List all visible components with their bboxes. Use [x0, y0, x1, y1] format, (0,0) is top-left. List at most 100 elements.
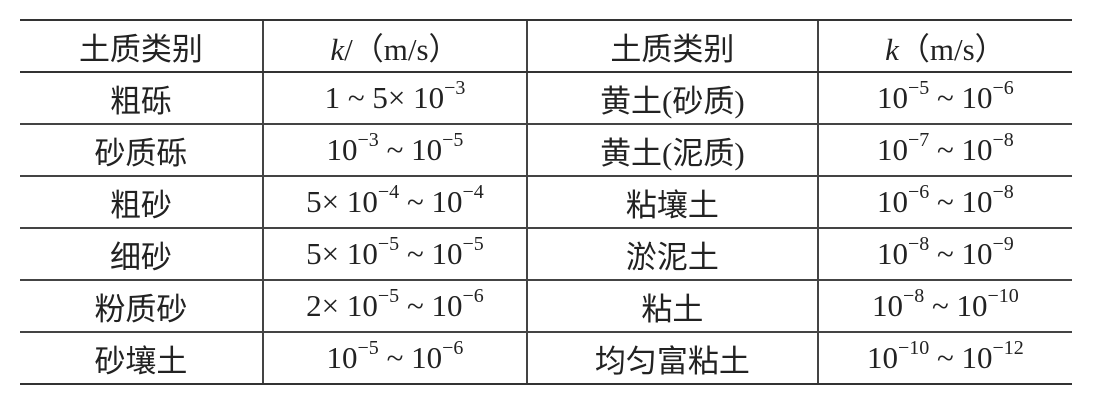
- permeability-cell: 10−5 ~ 10−6: [261, 332, 528, 385]
- exponent: −4: [377, 181, 400, 203]
- cell-text: 粘土: [641, 291, 704, 327]
- soil-type-cell: 淤泥土: [526, 228, 818, 281]
- cell-text: 砂壤土: [94, 343, 188, 379]
- cell-text: 黄土(泥质): [600, 135, 745, 171]
- exponent: −5: [377, 233, 400, 255]
- permeability-cell: 5× 10−4 ~ 10−4: [261, 176, 528, 229]
- permeability-cell: 10−10 ~ 10−12: [816, 332, 1072, 385]
- cell-text: ~ 10: [399, 184, 463, 219]
- permeability-cell: 1 ~ 5× 10−3: [261, 72, 528, 125]
- cell-text: 黄土(砂质): [600, 83, 745, 119]
- exponent: −8: [992, 129, 1014, 151]
- cell-text: 细砂: [109, 239, 172, 275]
- exponent: −10: [897, 337, 930, 359]
- table-row: 粉质砂 2× 10−5 ~ 10−6 粘土 10−8 ~ 10−10: [20, 280, 1072, 333]
- table-row: 砂壤土 10−5 ~ 10−6 均匀富粘土 10−10 ~ 10−12: [20, 332, 1072, 385]
- permeability-cell: k（m/s）: [816, 19, 1072, 73]
- variable-k: k: [885, 31, 899, 67]
- cell-text: ~ 10: [929, 184, 993, 219]
- soil-type-cell: 细砂: [20, 228, 263, 281]
- cell-text: 10: [871, 288, 903, 323]
- permeability-cell: 5× 10−5 ~ 10−5: [261, 228, 528, 281]
- cell-text: 粘壤土: [625, 187, 719, 223]
- exponent: −6: [992, 77, 1014, 99]
- exponent: −5: [377, 285, 400, 307]
- soil-type-cell: 砂壤土: [20, 332, 263, 385]
- soil-type-cell: 砂质砾: [20, 124, 263, 177]
- permeability-cell: k/（m/s）: [261, 19, 528, 73]
- soil-type-cell: 粗砂: [20, 176, 263, 229]
- permeability-table: 土质类别 k/（m/s） 土质类别 k（m/s） 粗砾 1 ~ 5× 10−3 黄土(砂质)…: [20, 19, 1072, 385]
- cell-text: 均匀富粘土: [594, 343, 750, 379]
- cell-text: /（m/s）: [344, 31, 460, 67]
- cell-text: 2× 10: [306, 288, 378, 323]
- exponent: −6: [442, 337, 464, 359]
- cell-text: ~ 10: [929, 132, 993, 167]
- cell-text: ~ 10: [924, 288, 988, 323]
- cell-text: 砂质砾: [94, 135, 188, 171]
- cell-text: ~ 10: [929, 80, 993, 115]
- exponent: −3: [444, 77, 466, 99]
- exponent: −6: [907, 181, 930, 203]
- exponent: −5: [442, 129, 464, 151]
- cell-text: ~ 10: [399, 288, 463, 323]
- cell-text: 10: [876, 80, 908, 115]
- table-row: 粗砾 1 ~ 5× 10−3 黄土(砂质) 10−5 ~ 10−6: [20, 72, 1072, 125]
- exponent: −9: [992, 233, 1014, 255]
- cell-text: 土质类别: [78, 31, 203, 67]
- cell-text: 10: [326, 340, 358, 375]
- cell-text: 粗砂: [109, 187, 172, 223]
- exponent: −4: [462, 181, 484, 203]
- table-row: 砂质砾 10−3 ~ 10−5 黄土(泥质) 10−7 ~ 10−8: [20, 124, 1072, 177]
- cell-text: 10: [876, 184, 908, 219]
- variable-k: k: [330, 31, 345, 67]
- table-body: 土质类别 k/（m/s） 土质类别 k（m/s） 粗砾 1 ~ 5× 10−3 黄土(砂质)…: [20, 19, 1072, 385]
- cell-text: 5× 10: [306, 184, 378, 219]
- permeability-cell: 10−8 ~ 10−10: [816, 280, 1072, 333]
- exponent: −5: [357, 337, 379, 359]
- permeability-cell: 10−5 ~ 10−6: [816, 72, 1072, 125]
- permeability-cell: 10−3 ~ 10−5: [261, 124, 528, 177]
- cell-text: 1 ~ 5× 10: [324, 80, 445, 115]
- soil-type-cell: 粗砾: [20, 72, 263, 125]
- permeability-cell: 10−8 ~ 10−9: [816, 228, 1072, 281]
- cell-text: 粗砾: [109, 83, 172, 119]
- soil-type-cell: 粉质砂: [20, 280, 263, 333]
- soil-type-cell: 粘土: [526, 280, 818, 333]
- permeability-cell: 10−7 ~ 10−8: [816, 124, 1072, 177]
- table-row: 细砂 5× 10−5 ~ 10−5 淤泥土 10−8 ~ 10−9: [20, 228, 1072, 281]
- cell-text: 10: [876, 236, 908, 271]
- soil-type-cell: 均匀富粘土: [526, 332, 818, 385]
- exponent: −8: [902, 285, 925, 307]
- exponent: −3: [357, 129, 379, 151]
- soil-type-cell: 黄土(砂质): [526, 72, 818, 125]
- soil-type-cell: 土质类别: [526, 19, 818, 73]
- cell-text: 5× 10: [306, 236, 378, 271]
- cell-text: ~ 10: [378, 132, 443, 167]
- cell-text: 10: [876, 132, 908, 167]
- cell-text: 10: [326, 132, 358, 167]
- exponent: −5: [462, 233, 484, 255]
- soil-type-cell: 黄土(泥质): [526, 124, 818, 177]
- cell-text: 粉质砂: [94, 291, 188, 327]
- exponent: −10: [987, 285, 1019, 307]
- cell-text: ~ 10: [929, 236, 993, 271]
- cell-text: 淤泥土: [625, 239, 719, 275]
- exponent: −8: [992, 181, 1014, 203]
- soil-type-cell: 土质类别: [20, 19, 263, 73]
- exponent: −7: [907, 129, 930, 151]
- exponent: −8: [907, 233, 930, 255]
- cell-text: （m/s）: [898, 31, 1006, 67]
- soil-type-cell: 粘壤土: [526, 176, 818, 229]
- cell-text: ~ 10: [399, 236, 463, 271]
- permeability-cell: 2× 10−5 ~ 10−6: [261, 280, 528, 333]
- cell-text: ~ 10: [378, 340, 443, 375]
- cell-text: ~ 10: [929, 340, 993, 375]
- header-row: 土质类别 k/（m/s） 土质类别 k（m/s）: [20, 19, 1072, 73]
- table-row: 粗砂 5× 10−4 ~ 10−4 粘壤土 10−6 ~ 10−8: [20, 176, 1072, 229]
- exponent: −6: [462, 285, 484, 307]
- cell-text: 10: [866, 340, 898, 375]
- exponent: −5: [907, 77, 930, 99]
- exponent: −12: [992, 337, 1024, 359]
- permeability-cell: 10−6 ~ 10−8: [816, 176, 1072, 229]
